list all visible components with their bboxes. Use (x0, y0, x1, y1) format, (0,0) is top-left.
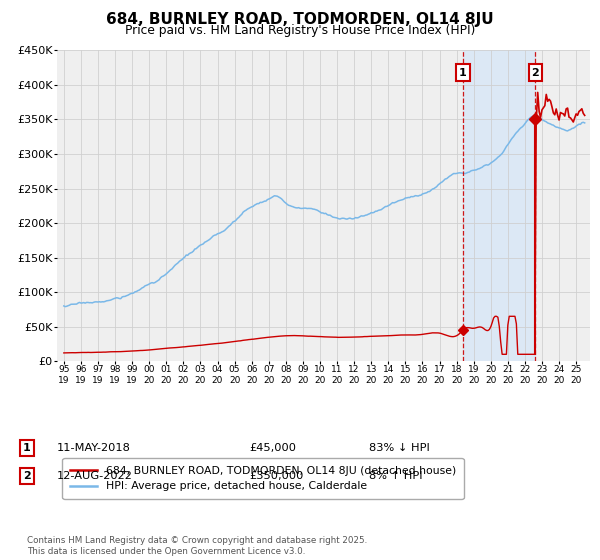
Text: 2: 2 (532, 68, 539, 77)
Bar (463, 50, 535, 361)
Text: Price paid vs. HM Land Registry's House Price Index (HPI): Price paid vs. HM Land Registry's House … (125, 24, 475, 36)
Legend: 684, BURNLEY ROAD, TODMORDEN, OL14 8JU (detached house), HPI: Average price, det: 684, BURNLEY ROAD, TODMORDEN, OL14 8JU (… (62, 458, 464, 499)
Text: 1: 1 (23, 443, 31, 453)
Text: 12-AUG-2022: 12-AUG-2022 (57, 471, 133, 481)
Text: 684, BURNLEY ROAD, TODMORDEN, OL14 8JU: 684, BURNLEY ROAD, TODMORDEN, OL14 8JU (106, 12, 494, 27)
Text: Contains HM Land Registry data © Crown copyright and database right 2025.
This d: Contains HM Land Registry data © Crown c… (27, 536, 367, 556)
Text: £350,000: £350,000 (249, 471, 304, 481)
Text: 11-MAY-2018: 11-MAY-2018 (57, 443, 131, 453)
Text: 8% ↑ HPI: 8% ↑ HPI (369, 471, 422, 481)
Text: £45,000: £45,000 (249, 443, 296, 453)
Text: 2: 2 (23, 471, 31, 481)
Text: 83% ↓ HPI: 83% ↓ HPI (369, 443, 430, 453)
Text: 1: 1 (459, 68, 467, 77)
